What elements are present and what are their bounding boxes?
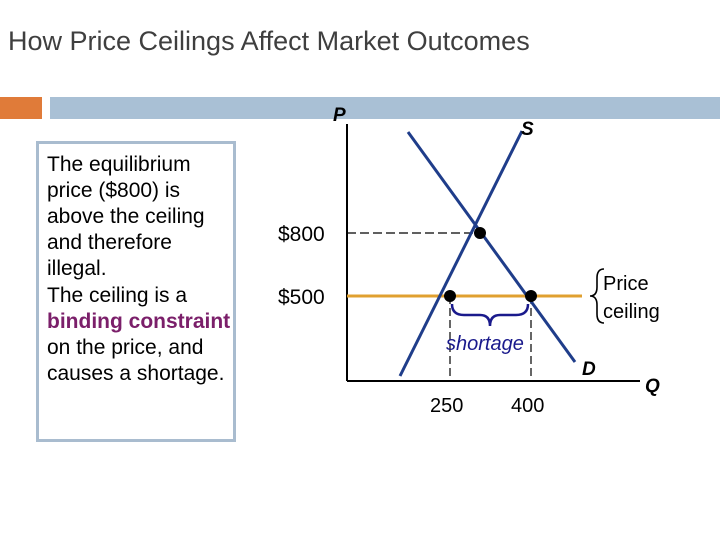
demand-curve (406, 131, 577, 363)
shortage-brace (450, 303, 530, 327)
explanation-paragraph-2: The ceiling is a binding constraint on t… (47, 283, 233, 387)
binding-constraint-highlight: binding constraint (47, 310, 231, 333)
x-axis-label: Q (645, 376, 660, 397)
accent-bar-orange (0, 97, 42, 119)
slide-title: How Price Ceilings Affect Market Outcome… (8, 26, 530, 56)
supply-curve-label: S (521, 119, 534, 140)
explanation-text-prefix: The ceiling is a (47, 284, 188, 307)
explanation-text-suffix: on the price, and causes a shortage. (47, 336, 225, 385)
quantity-demanded-point (525, 290, 537, 302)
y-axis-label: P (333, 105, 346, 126)
x-tick-label-250: 250 (430, 395, 463, 417)
shortage-label: shortage (446, 333, 524, 355)
accent-bar-blue (50, 97, 720, 119)
price-ceiling-brace (589, 268, 605, 324)
x-tick-label-400: 400 (511, 395, 544, 417)
equilibrium-point (474, 227, 486, 239)
supply-curve (398, 130, 524, 377)
quantity-supplied-point (444, 290, 456, 302)
demand-curve-label: D (582, 359, 596, 380)
explanation-paragraph-1: The equilibrium price ($800) is above th… (47, 153, 205, 280)
price-ceiling-label-line1: Price (603, 273, 649, 295)
y-tick-label-500: $500 (278, 286, 325, 309)
price-ceiling-label-line2: ceiling (603, 301, 660, 323)
explanation-textbox: The equilibrium price ($800) is above th… (36, 141, 236, 442)
y-tick-label-800: $800 (278, 223, 325, 246)
